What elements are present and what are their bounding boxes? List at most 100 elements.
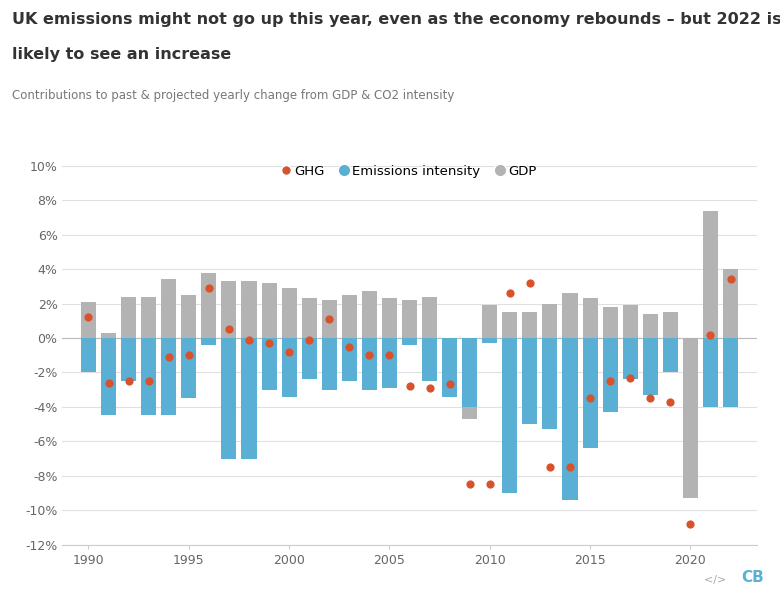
Bar (81, 302, 96, 338)
Text: CB: CB (742, 570, 764, 585)
Bar (382, 298, 397, 338)
Text: likely to see an increase: likely to see an increase (12, 47, 231, 62)
Point (684, 519, 697, 529)
Bar (442, 338, 457, 343)
Bar (141, 338, 156, 416)
Bar (121, 297, 136, 338)
Point (303, 335, 315, 345)
Bar (643, 338, 658, 395)
Bar (382, 338, 397, 388)
Legend: GHG, Emissions intensity, GDP: GHG, Emissions intensity, GDP (282, 165, 537, 178)
Bar (723, 338, 738, 407)
Bar (161, 338, 176, 416)
Bar (643, 314, 658, 338)
Bar (583, 338, 597, 448)
Point (484, 480, 496, 489)
Point (122, 377, 135, 386)
Bar (422, 297, 437, 338)
Bar (482, 305, 498, 338)
Bar (302, 298, 317, 338)
Bar (242, 338, 257, 459)
Bar (101, 338, 116, 416)
Point (222, 324, 235, 334)
Point (604, 377, 616, 386)
Point (243, 335, 255, 345)
Point (323, 314, 335, 324)
Bar (622, 305, 638, 338)
Bar (703, 338, 718, 407)
Bar (542, 338, 558, 429)
Bar (723, 269, 738, 338)
Bar (502, 338, 517, 493)
Bar (261, 283, 277, 338)
Bar (282, 288, 296, 338)
Bar (222, 338, 236, 459)
Point (544, 462, 556, 472)
Bar (562, 293, 577, 338)
Bar (622, 338, 638, 379)
Bar (682, 338, 698, 498)
Point (383, 350, 395, 360)
Point (283, 347, 296, 356)
Point (424, 383, 436, 392)
Point (584, 394, 597, 403)
Bar (362, 291, 377, 338)
Point (82, 313, 94, 322)
Point (203, 284, 215, 293)
Bar (402, 300, 417, 338)
Point (183, 350, 195, 360)
Bar (603, 307, 618, 338)
Bar (302, 338, 317, 379)
Point (704, 330, 717, 339)
Bar (282, 338, 296, 397)
Bar (402, 338, 417, 345)
Text: Contributions to past & projected yearly change from GDP & CO2 intensity: Contributions to past & projected yearly… (12, 89, 454, 102)
Point (363, 350, 376, 360)
Bar (542, 304, 558, 338)
Point (644, 394, 657, 403)
Point (725, 275, 737, 284)
Bar (342, 295, 356, 338)
Point (403, 381, 416, 391)
Bar (463, 338, 477, 419)
Bar (703, 211, 718, 338)
Bar (663, 338, 678, 372)
Bar (181, 295, 197, 338)
Bar (583, 298, 597, 338)
Bar (242, 281, 257, 338)
Point (504, 288, 516, 298)
Bar (201, 272, 216, 338)
Bar (321, 300, 337, 338)
Point (443, 379, 456, 389)
Bar (663, 312, 678, 338)
Bar (342, 338, 356, 381)
Bar (562, 338, 577, 500)
Point (162, 352, 175, 362)
Bar (442, 338, 457, 397)
Bar (222, 281, 236, 338)
Point (564, 462, 576, 472)
Point (624, 373, 636, 382)
Bar (141, 297, 156, 338)
Point (102, 378, 115, 388)
Bar (81, 338, 96, 372)
Bar (181, 338, 197, 398)
Bar (482, 338, 498, 343)
Bar (523, 312, 537, 338)
Point (664, 397, 676, 407)
Bar (121, 338, 136, 381)
Bar (161, 279, 176, 338)
Bar (502, 312, 517, 338)
Bar (201, 338, 216, 345)
Point (263, 339, 275, 348)
Bar (463, 338, 477, 407)
Text: UK emissions might not go up this year, even as the economy rebounds – but 2022 : UK emissions might not go up this year, … (12, 12, 780, 27)
Bar (321, 338, 337, 390)
Point (143, 377, 155, 386)
Point (343, 342, 356, 351)
Point (463, 480, 476, 489)
Point (523, 278, 536, 288)
Bar (101, 333, 116, 338)
Text: </>: </> (704, 575, 729, 585)
Bar (261, 338, 277, 390)
